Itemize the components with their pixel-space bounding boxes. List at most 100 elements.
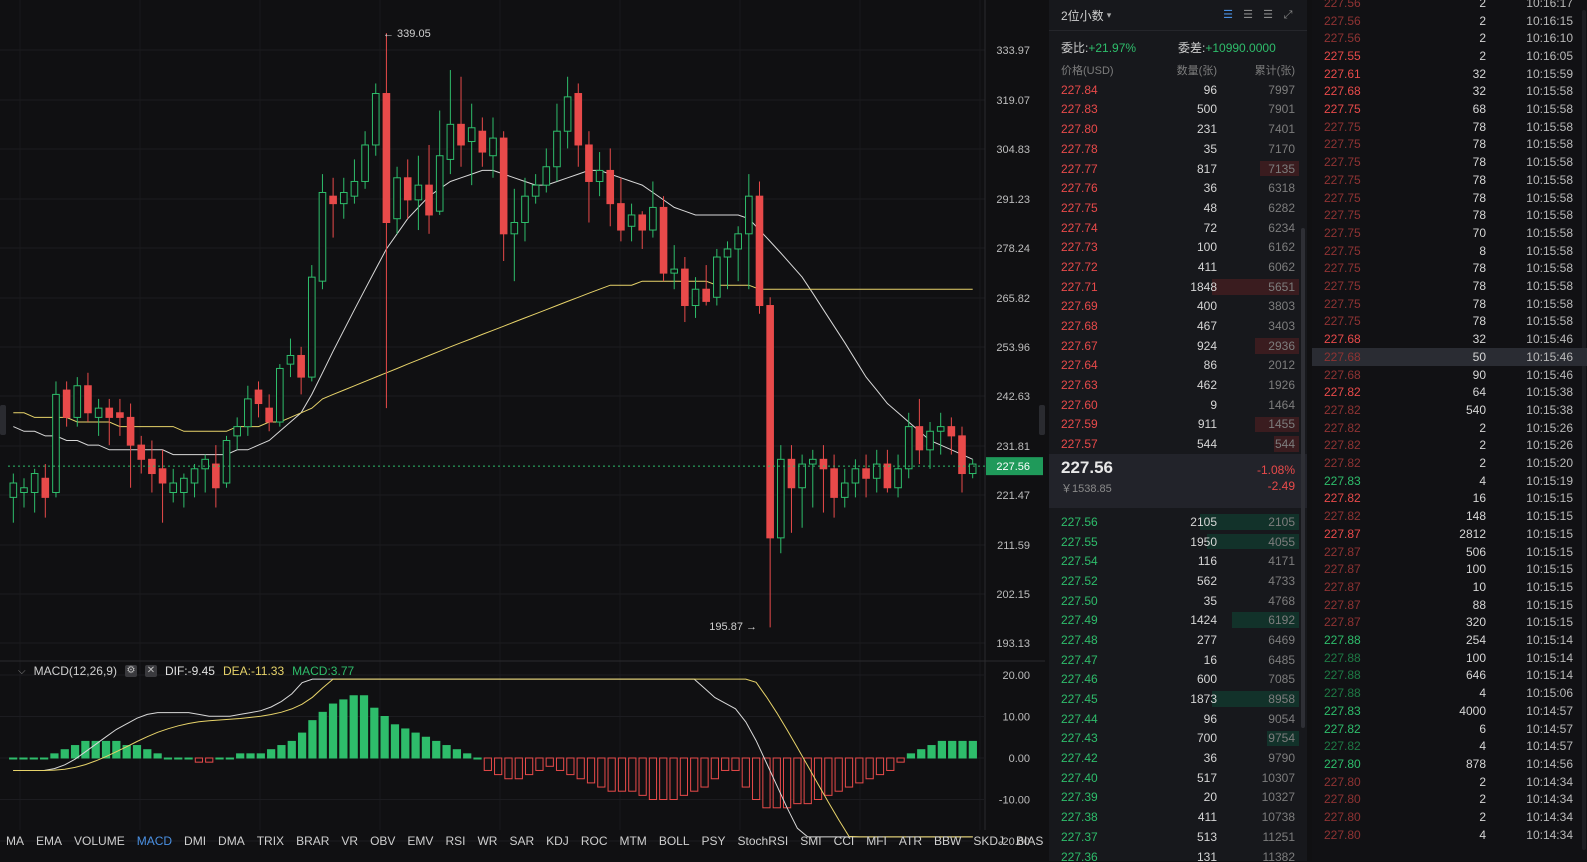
bid-row[interactable]: 227.39 20 10327: [1049, 788, 1307, 808]
ask-row[interactable]: 227.84 96 7997: [1049, 80, 1307, 100]
ask-row[interactable]: 227.67 924 2936: [1049, 336, 1307, 356]
indicator-tab-boll[interactable]: BOLL: [658, 834, 690, 848]
trade-row: 227.87 10 10:15:15: [1312, 578, 1587, 596]
indicator-tab-atr[interactable]: ATR: [898, 834, 923, 848]
bid-row[interactable]: 227.37 513 11251: [1049, 827, 1307, 847]
macd-histogram-bar: [297, 732, 307, 759]
trade-qty: 4: [1479, 739, 1486, 754]
indicator-tab-wr[interactable]: WR: [477, 834, 498, 848]
ask-row[interactable]: 227.68 467 3403: [1049, 316, 1307, 336]
settings-icon[interactable]: ⚙: [59, 23, 72, 35]
indicator-tab-sar[interactable]: SAR: [509, 834, 535, 848]
bid-row[interactable]: 227.38 411 10738: [1049, 807, 1307, 827]
close-icon[interactable]: ✕: [144, 665, 157, 677]
indicator-tab-roc[interactable]: ROC: [580, 834, 608, 848]
bid-row[interactable]: 227.43 700 9754: [1049, 729, 1307, 749]
ask-row[interactable]: 227.69 400 3803: [1049, 297, 1307, 317]
ask-row[interactable]: 227.64 86 2012: [1049, 356, 1307, 376]
ask-row[interactable]: 227.75 48 6282: [1049, 198, 1307, 218]
settings-icon[interactable]: ⚙: [124, 665, 137, 677]
right-collapse-handle[interactable]: [1039, 405, 1045, 435]
indicator-tab-rsi[interactable]: RSI: [445, 834, 466, 848]
close-icon[interactable]: ✕: [79, 23, 92, 35]
indicator-tab-bbw[interactable]: BBW: [934, 834, 962, 848]
decimals-select[interactable]: 2位小数: [1061, 8, 1104, 23]
ask-row[interactable]: 227.60 9 1464: [1049, 395, 1307, 415]
ask-row[interactable]: 227.72 411 6062: [1049, 257, 1307, 277]
collapse-chevron-icon[interactable]: ⌵: [18, 665, 26, 677]
collapse-chevron-icon[interactable]: ⌵: [18, 23, 26, 35]
close-label: 收:: [338, 5, 355, 19]
indicator-tab-trix[interactable]: TRIX: [256, 834, 285, 848]
macd-histogram-bar: [184, 757, 193, 760]
order-book-scrollbar[interactable]: [1301, 228, 1305, 728]
indicator-tab-dmi[interactable]: DMI: [184, 834, 207, 848]
chevron-down-icon[interactable]: ▾: [1106, 9, 1112, 20]
ask-row[interactable]: 227.59 911 1455: [1049, 415, 1307, 435]
ask-row[interactable]: 227.78 35 7170: [1049, 139, 1307, 159]
ask-price: 227.83: [1061, 102, 1098, 117]
bid-row[interactable]: 227.54 116 4171: [1049, 551, 1307, 571]
bid-row[interactable]: 227.40 517 10307: [1049, 768, 1307, 788]
trades-scrollbar[interactable]: [1582, 10, 1586, 850]
ask-row[interactable]: 227.57 544 544: [1049, 434, 1307, 454]
bid-row[interactable]: 227.46 600 7085: [1049, 670, 1307, 690]
ask-row[interactable]: 227.74 72 6234: [1049, 218, 1307, 238]
indicator-tab-emv[interactable]: EMV: [407, 834, 434, 848]
ask-row[interactable]: 227.63 462 1926: [1049, 375, 1307, 395]
candle-body: [595, 169, 604, 182]
trade-time: 10:15:46: [1526, 332, 1573, 347]
trade-price: 227.83: [1324, 473, 1361, 488]
indicator-tab-volume[interactable]: VOLUME: [74, 834, 125, 848]
indicator-tab-kdj[interactable]: KDJ: [546, 834, 569, 848]
ask-row[interactable]: 227.83 500 7901: [1049, 100, 1307, 120]
ask-row[interactable]: 227.77 817 7135: [1049, 159, 1307, 179]
kline-chart-panel[interactable]: 时间:2020-09-21 08:00 开: 226.20 高: 229.00 低:…: [0, 0, 1045, 861]
indicator-tab-brar[interactable]: BRAR: [296, 834, 330, 848]
view-bids-icon[interactable]: ☰: [1243, 9, 1253, 21]
indicator-tab-ma[interactable]: MA: [6, 834, 24, 848]
bid-row[interactable]: 227.50 35 4768: [1049, 591, 1307, 611]
macd-histogram-bar: [731, 757, 740, 771]
ask-price: 227.63: [1061, 378, 1098, 393]
bid-row[interactable]: 227.36 131 11382: [1049, 847, 1307, 862]
bid-row[interactable]: 227.45 1873 8958: [1049, 689, 1307, 709]
bid-row[interactable]: 227.44 96 9054: [1049, 709, 1307, 729]
view-asks-icon[interactable]: ☰: [1263, 9, 1273, 21]
ask-row[interactable]: 227.76 36 6318: [1049, 178, 1307, 198]
bid-row[interactable]: 227.42 36 9790: [1049, 748, 1307, 768]
indicator-tab-smi[interactable]: SMI: [800, 834, 822, 848]
indicator-tab-stochrsi[interactable]: StochRSI: [737, 834, 789, 848]
ask-row[interactable]: 227.71 1848 5651: [1049, 277, 1307, 297]
bid-row[interactable]: 227.49 1424 6192: [1049, 610, 1307, 630]
view-both-icon[interactable]: ☰: [1223, 9, 1233, 21]
bid-row[interactable]: 227.55 1950 4055: [1049, 532, 1307, 552]
macd-histogram-bar: [958, 740, 967, 759]
indicator-tab-bias[interactable]: BIAS: [1016, 834, 1044, 848]
indicator-tab-obv[interactable]: OBV: [370, 834, 396, 848]
indicator-tab-dma[interactable]: DMA: [218, 834, 245, 848]
price-chart[interactable]: 333.97 319.07 304.83 291.23 278.24 265.82 253.…: [0, 0, 1045, 861]
macd-histogram-bar: [174, 757, 183, 760]
indicator-tab-macd[interactable]: MACD: [136, 834, 173, 848]
indicator-tab-cci[interactable]: CCI: [833, 834, 855, 848]
bid-row[interactable]: 227.47 16 6485: [1049, 650, 1307, 670]
trade-qty: 320: [1465, 615, 1486, 630]
indicator-tab-mtm[interactable]: MTM: [619, 834, 647, 848]
left-collapse-handle[interactable]: [0, 405, 6, 435]
indicator-tab-skdj[interactable]: SKDJ: [973, 834, 1005, 848]
bid-row[interactable]: 227.48 277 6469: [1049, 630, 1307, 650]
bid-price: 227.49: [1061, 613, 1098, 628]
ask-row[interactable]: 227.73 100 6162: [1049, 237, 1307, 257]
expand-icon[interactable]: ⤢: [1283, 9, 1293, 21]
indicator-tab-mfi[interactable]: MFI: [866, 834, 887, 848]
trade-qty: 78: [1472, 296, 1486, 311]
trade-price: 227.68: [1324, 367, 1361, 382]
bid-row[interactable]: 227.56 2105 2105: [1049, 512, 1307, 532]
bid-row[interactable]: 227.52 562 4733: [1049, 571, 1307, 591]
ask-row[interactable]: 227.80 231 7401: [1049, 119, 1307, 139]
bid-qty: 116: [1197, 554, 1217, 569]
indicator-tab-psy[interactable]: PSY: [701, 834, 726, 848]
indicator-tab-vr[interactable]: VR: [341, 834, 359, 848]
indicator-tab-ema[interactable]: EMA: [36, 834, 63, 848]
